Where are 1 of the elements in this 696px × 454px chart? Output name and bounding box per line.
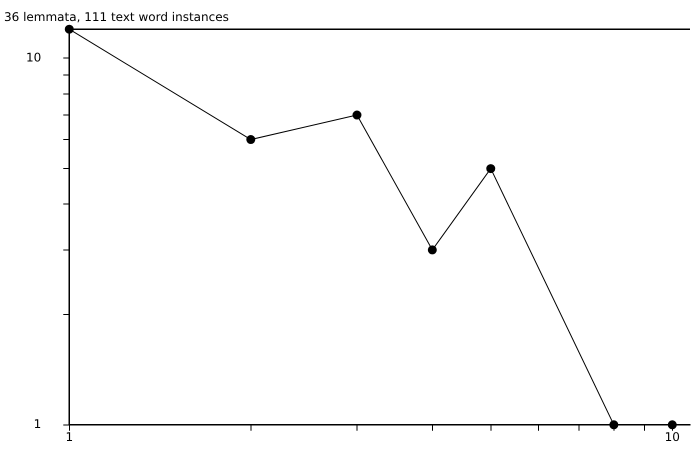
chart-title: 36 lemmata, 111 text word instances <box>4 10 229 24</box>
